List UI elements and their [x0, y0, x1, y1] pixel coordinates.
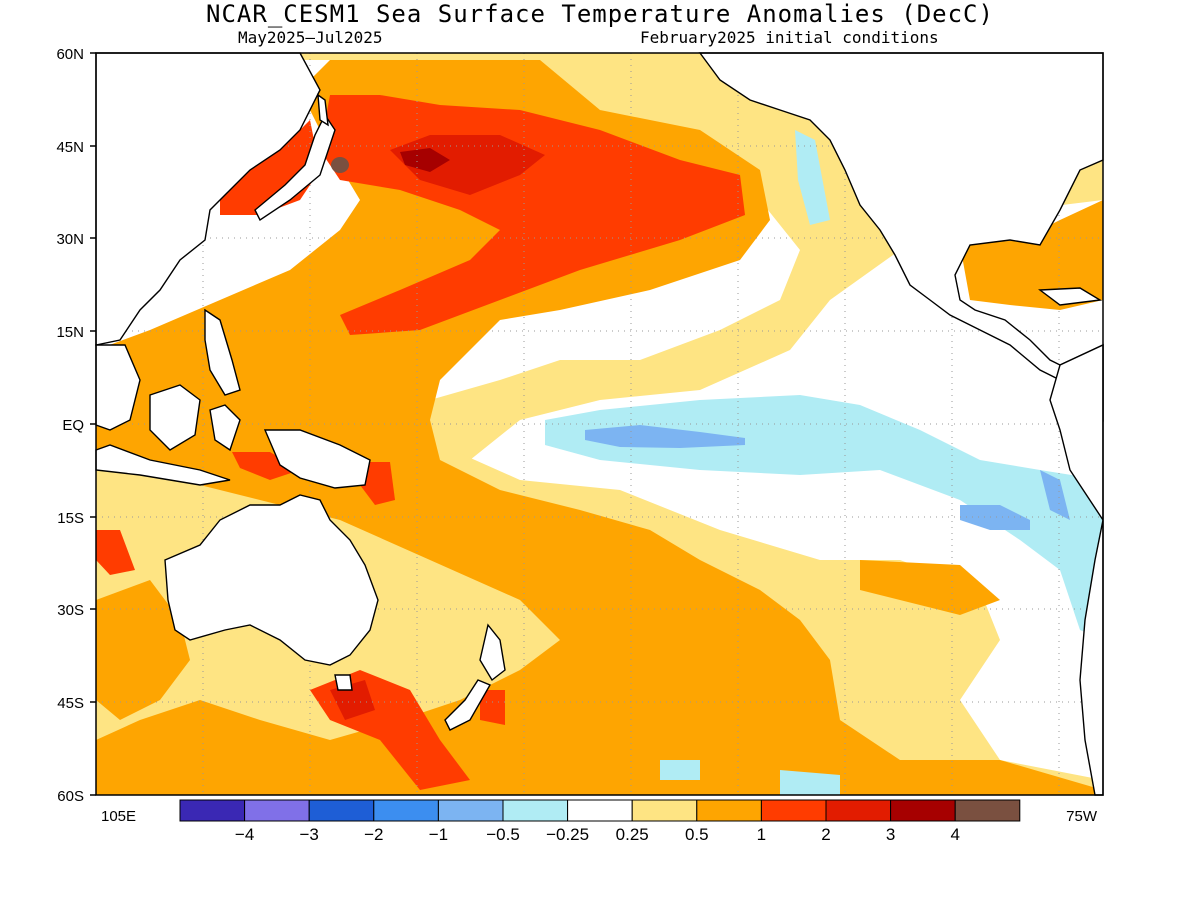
- lat-label: 60S: [57, 788, 84, 805]
- lat-label: 30N: [56, 231, 84, 248]
- lat-label: 15S: [57, 510, 84, 527]
- contour-red-ioE: [96, 530, 135, 575]
- legend-label: 4: [950, 825, 959, 844]
- japan-land: [254, 113, 336, 222]
- new-zealand-north: [479, 623, 506, 682]
- legend-label: 3: [886, 825, 895, 844]
- legend-label: −4: [235, 825, 254, 844]
- philippines-land: [204, 308, 241, 396]
- lat-label: EQ: [62, 417, 84, 434]
- asia-landmass: [95, 52, 321, 346]
- sakhalin-land: [317, 93, 329, 127]
- lat-label: 45N: [56, 139, 84, 156]
- grid-lines: [96, 53, 1103, 795]
- legend-label: 0.5: [685, 825, 709, 844]
- legend-label: 2: [821, 825, 830, 844]
- contour-red-png: [360, 462, 395, 505]
- contour-ltblue-peru: [1040, 470, 1070, 520]
- sulawesi-land: [209, 404, 241, 452]
- legend-label: −1: [429, 825, 448, 844]
- axis-ticks: [90, 52, 96, 796]
- contour-orange-main: [96, 60, 1103, 795]
- color-legend: −4 −3 −2 −1 −0.5 −0.25 0.25 0.5 1 2 3 4: [179, 799, 1021, 844]
- legend-label: −0.25: [546, 825, 589, 844]
- contour-ltcyan-s: [660, 760, 700, 780]
- contour-ltcyan-eq: [545, 395, 1103, 640]
- legend-label: −0.5: [486, 825, 520, 844]
- legend-swatch: [696, 799, 762, 822]
- contour-red-nz: [480, 690, 505, 725]
- new-zealand-south: [444, 679, 492, 731]
- lon-label-right: 75W: [1066, 808, 1098, 825]
- lat-label: 30S: [57, 602, 84, 619]
- lat-label: 15N: [56, 324, 84, 341]
- legend-swatch: [502, 799, 569, 822]
- continents: [95, 52, 1104, 796]
- contour-red-indo: [232, 452, 300, 480]
- legend-swatch: [373, 799, 439, 822]
- tasmania-land: [334, 674, 353, 691]
- legend-swatch: [567, 799, 633, 822]
- contour-orange-sw: [96, 580, 190, 720]
- legend-swatch: [825, 799, 892, 822]
- legend-swatch: [308, 799, 375, 822]
- greater-antilles-land: [1038, 287, 1103, 306]
- map-title: NCAR_CESM1 Sea Surface Temperature Anoma…: [206, 0, 994, 28]
- legend-swatch: [890, 799, 956, 822]
- init-conditions-label: February2025 initial conditions: [640, 28, 939, 47]
- new-guinea-land: [263, 429, 371, 489]
- lat-label: 45S: [57, 695, 84, 712]
- contour-brown-hokkaido: [331, 157, 349, 173]
- australia-land: [164, 494, 379, 666]
- legend-label: 1: [757, 825, 766, 844]
- contour-orange-gulf: [960, 200, 1103, 310]
- contour-ltcyan-ca: [795, 130, 830, 225]
- contour-darkest-npac: [400, 148, 450, 172]
- legend-label: −3: [300, 825, 319, 844]
- borneo-land: [149, 384, 201, 451]
- legend-swatch: [437, 799, 504, 822]
- lat-label: 60N: [56, 46, 84, 63]
- contour-ltblue-eq: [585, 425, 745, 448]
- legend-swatch: [244, 799, 310, 822]
- legend-label: −2: [364, 825, 383, 844]
- legend-swatch: [760, 799, 827, 822]
- season-label: May2025–Jul2025: [238, 28, 383, 47]
- lat-labels: 60N 45N 30N 15N EQ 15S 30S 45S 60S: [56, 46, 84, 805]
- contour-orange-se: [860, 560, 1000, 615]
- sumatra-java-land: [95, 444, 231, 486]
- contour-ltblue-se: [960, 505, 1030, 530]
- contour-ltcyan-s2: [780, 770, 840, 795]
- legend-swatch: [954, 799, 1021, 822]
- legend-label: 0.25: [616, 825, 649, 844]
- legend-swatch: [179, 799, 246, 822]
- legend-swatch: [631, 799, 698, 822]
- lon-label-left: 105E: [101, 808, 136, 825]
